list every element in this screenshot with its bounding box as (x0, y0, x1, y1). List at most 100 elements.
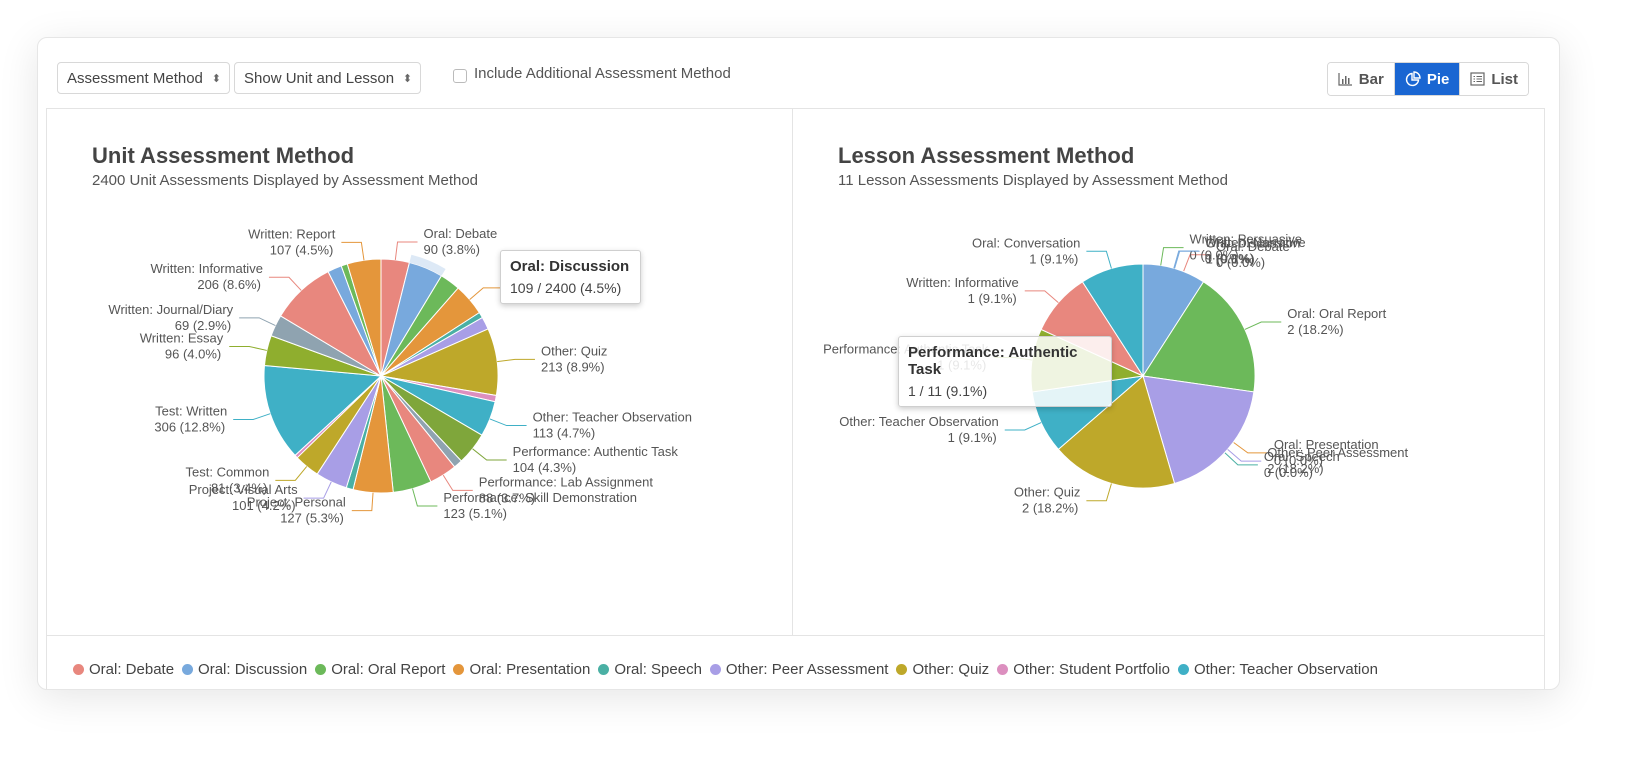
legend-swatch (453, 664, 465, 675)
legend-label: Other: Peer Assessment (725, 661, 889, 678)
slice-value-label: 101 (4.2%) (232, 498, 296, 513)
tooltip-value: 109 / 2400 (4.5%) (510, 280, 622, 296)
slice-value-label: 0 (0.0%) (1190, 248, 1239, 263)
pie-view-button[interactable]: Pie (1393, 63, 1460, 95)
include-additional-label[interactable]: Include Additional Assessment Method (474, 65, 731, 82)
legend-swatch (182, 664, 194, 675)
legend-item[interactable]: Oral: Presentation (453, 661, 590, 678)
slice-value-label: 96 (4.0%) (165, 346, 221, 361)
slice-leader-line (239, 317, 276, 327)
slice-label: Performance: Skill Demonstration (443, 490, 637, 505)
legend-item[interactable]: Oral: Oral Report (315, 661, 445, 678)
pie-slice[interactable] (1081, 263, 1144, 378)
slice-leader-line (233, 413, 271, 420)
slice-leader-line (1244, 321, 1282, 330)
slice-value-label: 88 (3.7%) (479, 490, 535, 505)
bar-view-label: Bar (1358, 70, 1384, 88)
slice-label: Written: Narrative (1205, 235, 1306, 250)
slice-leader-line (341, 241, 365, 261)
legend-item[interactable]: Oral: Discussion (182, 661, 307, 678)
slice-label: Oral: Speech (1264, 449, 1340, 464)
slice-hover-halo (409, 254, 446, 276)
select-arrows-icon: ⬍ (402, 73, 413, 85)
slice-leader-line (1173, 250, 1199, 269)
pie-chart-icon (1405, 71, 1421, 87)
list-view-label: List (1491, 70, 1518, 88)
slice-value-label: 2 (18.2%) (1022, 501, 1078, 516)
include-additional-checkbox[interactable] (453, 69, 467, 83)
slice-leader-line (469, 287, 504, 300)
slice-leader-line (472, 448, 507, 461)
slice-leader-line (229, 345, 267, 351)
legend-item[interactable]: Other: Quiz (896, 661, 989, 678)
slice-leader-line (275, 466, 308, 481)
legend-swatch (598, 664, 610, 675)
legend-item[interactable]: Other: Teacher Observation (1177, 661, 1378, 678)
legend-label: Oral: Presentation (469, 661, 591, 678)
slice-label: Other: Teacher Observation (839, 414, 998, 429)
slice-label: Oral: Debate (1216, 239, 1290, 254)
slice-label: Other: Quiz (541, 343, 607, 358)
slice-label: Written: Report (248, 226, 336, 241)
bar-view-button[interactable]: Bar (1327, 63, 1394, 95)
slice-value-label: 104 (4.3%) (513, 460, 577, 475)
slice-leader-line (412, 488, 438, 507)
pie-slice[interactable] (1057, 375, 1176, 489)
slice-leader-line (394, 241, 418, 260)
slice-value-label: 127 (5.3%) (280, 511, 344, 526)
slice-label: Performance: Lab Assignment (479, 474, 654, 489)
legend-swatch (709, 664, 721, 675)
slice-value-label: 123 (5.1%) (443, 506, 507, 521)
lesson-chart-title: Lesson Assessment Method (838, 143, 1135, 168)
scope-select[interactable]: Show Unit and Lesson ⬍ (234, 62, 422, 94)
view-toggle: Bar Pie List (1326, 62, 1529, 96)
slice-label: Written: Informative (906, 275, 1018, 290)
pie-view-label: Pie (1426, 70, 1450, 88)
slice-leader-line (1233, 441, 1268, 454)
slice-value-label: 2 (18.2%) (1287, 322, 1343, 337)
legend-label: Other: Quiz (912, 661, 990, 678)
group-by-select[interactable]: Assessment Method ⬍ (57, 62, 230, 94)
tooltip-title: Performance: Authentic Task (908, 344, 1078, 378)
list-icon (1470, 72, 1485, 86)
slice-leader-line (268, 276, 302, 291)
legend-row: Oral: Debate Oral: Discussion Oral: Oral R… (73, 661, 1386, 678)
slice-label: Oral: Discussion (1206, 235, 1301, 250)
bar-chart-icon (1338, 73, 1352, 86)
slice-label: Written: Journal/Diary (108, 302, 233, 317)
legend-label: Other: Student Portfolio (1013, 661, 1170, 678)
legend-item[interactable]: Other: Peer Assessment (709, 661, 889, 678)
legend-item[interactable]: Other: Student Portfolio (997, 661, 1170, 678)
pie-slice[interactable] (1142, 281, 1256, 393)
slice-leader-line (351, 492, 374, 512)
legend-item[interactable]: Oral: Speech (598, 661, 702, 678)
slice-leader-line (1004, 422, 1042, 431)
pie-slice[interactable] (1142, 375, 1255, 485)
slice-label: Test: Written (155, 403, 227, 418)
slice-value-label: 306 (12.8%) (154, 419, 225, 434)
legend-swatch (73, 664, 84, 675)
panel-divider (792, 108, 793, 635)
toolbar: Assessment Method ⬍ Show Unit and Lesson… (38, 38, 1559, 108)
list-view-button[interactable]: List (1459, 63, 1528, 95)
slice-value-label: 213 (8.9%) (541, 359, 605, 374)
slice-label: Oral: Presentation (1274, 437, 1379, 452)
legend-swatch (997, 664, 1009, 675)
slice-leader-line (303, 481, 332, 499)
pie-slice[interactable] (263, 365, 383, 457)
legend-swatch (896, 664, 908, 675)
slice-label: Oral: Debate (424, 226, 498, 241)
slice-leader-line (1086, 250, 1112, 269)
chart-panels (46, 108, 1545, 636)
legend-item[interactable]: Oral: Debate (73, 661, 174, 678)
select-arrows-icon: ⬍ (211, 73, 221, 85)
report-card: Assessment Method ⬍ Show Unit and Lesson… (37, 37, 1560, 690)
legend-label: Oral: Debate (89, 661, 175, 678)
slice-label: Other: Teacher Observation (533, 410, 692, 425)
lesson-chart-subtitle: 11 Lesson Assessments Displayed by Asses… (838, 172, 1228, 189)
slice-label: Other: Peer Assessment (1267, 445, 1408, 460)
slice-value-label: 1 (9.1%) (1206, 251, 1255, 266)
slice-value-label: 206 (8.6%) (197, 277, 261, 292)
